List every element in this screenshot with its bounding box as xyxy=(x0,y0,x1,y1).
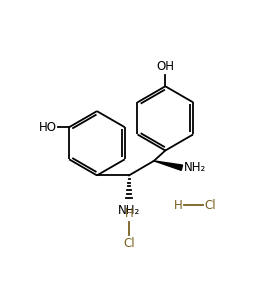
Polygon shape xyxy=(154,161,183,170)
Text: NH₂: NH₂ xyxy=(184,161,207,174)
Text: H: H xyxy=(174,199,182,212)
Text: NH₂: NH₂ xyxy=(118,204,140,217)
Text: HO: HO xyxy=(39,121,57,134)
Text: OH: OH xyxy=(156,60,174,73)
Text: Cl: Cl xyxy=(204,199,216,212)
Text: H: H xyxy=(125,207,133,220)
Text: Cl: Cl xyxy=(123,237,135,250)
